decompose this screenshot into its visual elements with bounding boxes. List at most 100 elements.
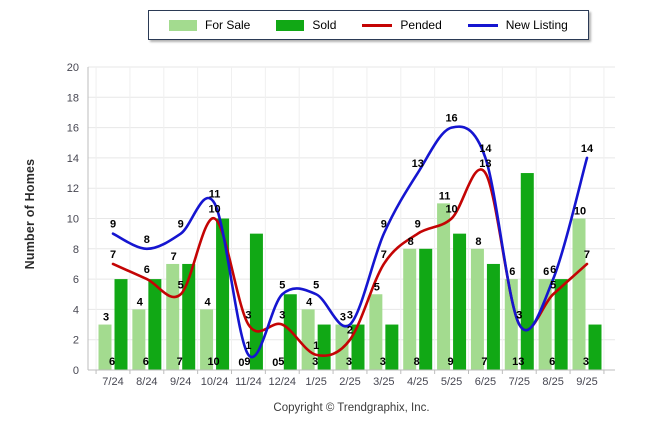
svg-text:10: 10 bbox=[445, 204, 457, 216]
svg-text:10: 10 bbox=[208, 204, 220, 216]
svg-text:12: 12 bbox=[67, 183, 79, 195]
svg-text:0: 0 bbox=[238, 357, 244, 369]
svg-text:1: 1 bbox=[245, 340, 251, 352]
svg-text:14: 14 bbox=[67, 153, 79, 165]
svg-text:3: 3 bbox=[516, 310, 522, 322]
svg-text:5: 5 bbox=[550, 279, 556, 291]
for-sale-swatch-icon bbox=[169, 19, 197, 31]
svg-text:11: 11 bbox=[439, 190, 451, 202]
legend-item-new-listing: New Listing bbox=[467, 18, 568, 32]
svg-text:8/25: 8/25 bbox=[542, 376, 563, 388]
svg-text:8: 8 bbox=[73, 244, 79, 256]
svg-text:4: 4 bbox=[205, 296, 212, 308]
svg-text:3: 3 bbox=[346, 356, 352, 368]
svg-text:9: 9 bbox=[381, 219, 387, 231]
svg-text:5: 5 bbox=[313, 279, 319, 291]
svg-text:8: 8 bbox=[144, 234, 150, 246]
svg-text:9: 9 bbox=[448, 356, 454, 368]
svg-text:5/25: 5/25 bbox=[441, 376, 462, 388]
svg-text:6/25: 6/25 bbox=[475, 376, 496, 388]
svg-text:8: 8 bbox=[408, 236, 414, 248]
svg-text:7/24: 7/24 bbox=[102, 376, 123, 388]
svg-text:9/24: 9/24 bbox=[170, 376, 191, 388]
svg-text:6: 6 bbox=[73, 274, 79, 286]
svg-text:3: 3 bbox=[380, 356, 386, 368]
svg-text:9: 9 bbox=[415, 219, 421, 231]
svg-text:0: 0 bbox=[272, 357, 278, 369]
svg-text:20: 20 bbox=[67, 62, 79, 74]
svg-text:3: 3 bbox=[347, 310, 353, 322]
svg-text:4: 4 bbox=[73, 304, 79, 316]
sold-swatch-icon bbox=[276, 19, 305, 31]
svg-text:3: 3 bbox=[245, 310, 251, 322]
svg-text:6: 6 bbox=[509, 266, 515, 278]
svg-text:13: 13 bbox=[479, 158, 491, 170]
svg-text:2: 2 bbox=[73, 335, 79, 347]
legend: For Sale Sold Pended New Listing bbox=[148, 10, 589, 40]
svg-text:2/25: 2/25 bbox=[339, 376, 360, 388]
svg-text:9/25: 9/25 bbox=[576, 376, 597, 388]
svg-text:7: 7 bbox=[171, 251, 177, 263]
svg-text:5: 5 bbox=[374, 281, 380, 293]
svg-text:14: 14 bbox=[479, 143, 492, 155]
legend-item-for-sale: For Sale bbox=[169, 18, 250, 32]
svg-text:7: 7 bbox=[381, 249, 387, 261]
svg-text:10/24: 10/24 bbox=[201, 376, 229, 388]
svg-text:8: 8 bbox=[414, 356, 420, 368]
svg-text:13: 13 bbox=[512, 356, 524, 368]
svg-text:8: 8 bbox=[475, 236, 481, 248]
pended-line-swatch-icon bbox=[362, 23, 393, 27]
svg-text:6: 6 bbox=[144, 264, 150, 276]
svg-text:18: 18 bbox=[67, 92, 79, 104]
legend-label-sold: Sold bbox=[312, 18, 337, 32]
svg-text:5: 5 bbox=[178, 279, 184, 291]
svg-text:11: 11 bbox=[209, 188, 221, 200]
svg-text:9: 9 bbox=[178, 219, 184, 231]
svg-text:4: 4 bbox=[137, 296, 144, 308]
svg-text:9: 9 bbox=[244, 356, 250, 368]
svg-text:14: 14 bbox=[581, 143, 594, 155]
svg-text:10: 10 bbox=[207, 356, 219, 368]
svg-text:3: 3 bbox=[516, 310, 522, 322]
y-axis-title: Number of Homes bbox=[23, 158, 37, 270]
svg-text:7: 7 bbox=[110, 249, 116, 261]
legend-label-for-sale: For Sale bbox=[205, 18, 251, 32]
svg-text:7: 7 bbox=[177, 356, 183, 368]
svg-text:3: 3 bbox=[279, 310, 285, 322]
svg-text:5: 5 bbox=[278, 356, 284, 368]
svg-text:3/25: 3/25 bbox=[373, 376, 394, 388]
svg-text:6: 6 bbox=[549, 356, 555, 368]
svg-text:6: 6 bbox=[543, 266, 549, 278]
svg-text:4/25: 4/25 bbox=[407, 376, 428, 388]
svg-text:3: 3 bbox=[340, 312, 346, 324]
legend-label-new-listing: New Listing bbox=[505, 18, 568, 32]
svg-text:4: 4 bbox=[306, 296, 313, 308]
svg-text:10: 10 bbox=[67, 214, 79, 226]
svg-text:0: 0 bbox=[73, 365, 79, 377]
svg-text:12/24: 12/24 bbox=[269, 376, 297, 388]
svg-text:2: 2 bbox=[347, 325, 353, 337]
legend-item-sold: Sold bbox=[276, 18, 336, 32]
new-listing-line-swatch-icon bbox=[467, 23, 498, 27]
svg-text:8/24: 8/24 bbox=[136, 376, 157, 388]
svg-text:3: 3 bbox=[583, 356, 589, 368]
svg-text:16: 16 bbox=[67, 123, 79, 135]
svg-text:3: 3 bbox=[312, 356, 318, 368]
svg-text:6: 6 bbox=[550, 264, 556, 276]
svg-text:13: 13 bbox=[412, 158, 424, 170]
svg-text:7: 7 bbox=[584, 249, 590, 261]
svg-text:16: 16 bbox=[445, 113, 457, 125]
svg-text:1/25: 1/25 bbox=[305, 376, 326, 388]
legend-label-pended: Pended bbox=[400, 18, 442, 32]
svg-text:10: 10 bbox=[574, 206, 586, 218]
svg-text:7/25: 7/25 bbox=[509, 376, 530, 388]
svg-text:7: 7 bbox=[481, 356, 487, 368]
legend-item-pended: Pended bbox=[362, 18, 442, 32]
svg-text:11/24: 11/24 bbox=[235, 376, 262, 388]
svg-text:9: 9 bbox=[110, 219, 116, 231]
copyright-text: Copyright © Trendgraphix, Inc. bbox=[273, 402, 430, 414]
svg-text:1: 1 bbox=[313, 340, 319, 352]
svg-text:6: 6 bbox=[109, 356, 115, 368]
